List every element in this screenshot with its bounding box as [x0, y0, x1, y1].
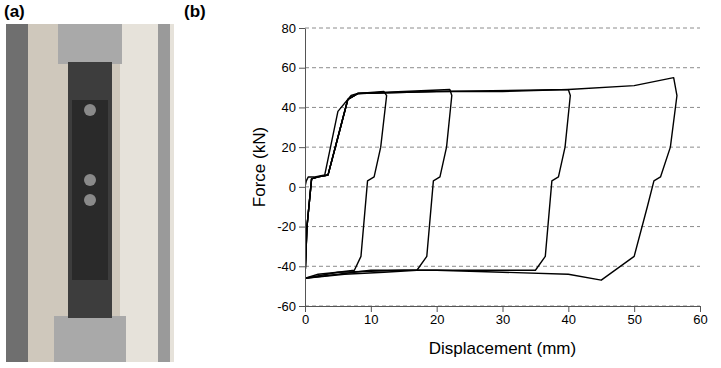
grid-line [305, 28, 700, 29]
x-tick: 50 [627, 306, 641, 327]
figure: (a) (b) 0 10 20 30 40 50 60 -60 -40 -20 0 20 40 60 80 Dis… [0, 0, 721, 368]
x-tick-label: 10 [364, 312, 378, 327]
x-tick-mark [371, 306, 372, 312]
x-tick-mark [568, 306, 569, 312]
grid-line [305, 266, 700, 267]
photo-grip-bottom [54, 316, 126, 362]
photo-bolt [84, 104, 96, 116]
x-tick-label: 60 [693, 312, 707, 327]
photo-bolt [84, 194, 96, 206]
y-axis-line [305, 29, 306, 307]
y-tick-label: -60 [277, 299, 296, 314]
y-tick-mark [299, 28, 305, 29]
y-axis-title: Force (kN) [250, 127, 269, 207]
x-tick: 60 [693, 306, 707, 327]
y-tick-label: -20 [277, 219, 296, 234]
y-tick-mark [299, 68, 305, 69]
y-tick: -20 [277, 219, 305, 234]
photo-specimen [68, 62, 112, 318]
hysteresis-loop [305, 78, 677, 281]
y-tick-mark [299, 266, 305, 267]
panel-label: (a) [4, 2, 25, 21]
x-tick-mark [305, 306, 306, 312]
grid-line [305, 107, 700, 108]
hysteresis-loop [305, 90, 570, 279]
photo-splice-plate [72, 100, 108, 280]
x-tick: 10 [364, 306, 378, 327]
x-tick-label: 20 [430, 312, 444, 327]
photo-grip-top [58, 24, 122, 64]
x-tick-label: 0 [302, 312, 309, 327]
hysteresis-loop [305, 92, 387, 279]
x-tick: 20 [430, 306, 444, 327]
y-tick-mark [299, 147, 305, 148]
grid [305, 28, 700, 306]
y-tick-label: 20 [282, 140, 296, 155]
y-tick-label: -40 [277, 259, 296, 274]
y-tick: 80 [282, 21, 305, 36]
grid-line [305, 147, 700, 148]
photo-bolt [84, 174, 96, 186]
photo-frame-left [6, 24, 28, 362]
photo-wall [120, 24, 174, 362]
photo-background [6, 24, 174, 362]
x-tick-label: 30 [496, 312, 510, 327]
x-tick-label: 50 [627, 312, 641, 327]
y-tick-label: 0 [289, 180, 296, 195]
x-tick-mark [634, 306, 635, 312]
x-tick-mark [700, 306, 701, 312]
photo-panel [6, 24, 174, 362]
y-tick: 0 [289, 180, 305, 195]
grid-line [305, 67, 700, 68]
photo-frame-right [158, 24, 170, 362]
y-tick: 40 [282, 100, 305, 115]
y-axis: -60 -40 -20 0 20 40 60 80 [277, 21, 305, 314]
y-tick-mark [299, 227, 305, 228]
hysteresis-loop [305, 94, 358, 187]
x-axis: 0 10 20 30 40 50 60 [302, 306, 708, 327]
y-tick-label: 60 [282, 60, 296, 75]
x-tick-mark [437, 306, 438, 312]
panel-label: (b) [184, 2, 206, 21]
y-tick-mark [299, 306, 305, 307]
hysteresis-loop [305, 90, 452, 279]
grid-line [305, 186, 700, 187]
y-tick: 60 [282, 60, 305, 75]
y-tick: 20 [282, 140, 305, 155]
x-tick: 0 [302, 306, 309, 327]
x-tick: 30 [496, 306, 510, 327]
series-group [305, 78, 677, 281]
y-tick-mark [299, 107, 305, 108]
y-tick-mark [299, 187, 305, 188]
y-tick-label: 80 [282, 21, 296, 36]
y-tick: -40 [277, 259, 305, 274]
x-axis-title: Displacement (mm) [429, 339, 576, 358]
x-tick: 40 [562, 306, 576, 327]
y-tick: -60 [277, 299, 305, 314]
x-tick-label: 40 [562, 312, 576, 327]
y-tick-label: 40 [282, 100, 296, 115]
x-tick-mark [503, 306, 504, 312]
